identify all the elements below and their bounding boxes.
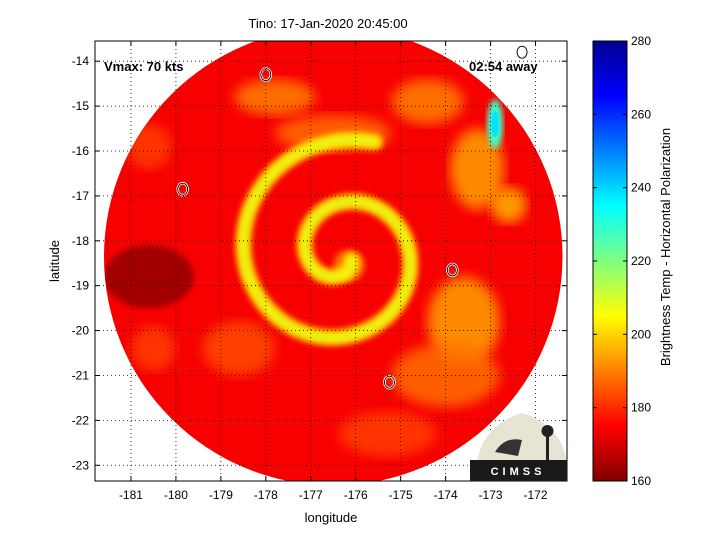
cold-spot-core [491,110,499,138]
x-tick-label-6: -175 [389,488,413,502]
cb-tick-label-5: 260 [631,107,651,121]
logo-text: CIMSS [491,466,546,478]
island-outline-2 [446,263,458,277]
cloud-blob-0 [234,79,316,116]
y-tick-label-6: -20 [72,324,90,338]
y-tick-label-2: -16 [72,144,90,158]
cb-tick-label-6: 280 [631,34,651,48]
island-outline-3 [383,375,395,389]
x-tick-label-8: -173 [479,488,503,502]
x-tick-label-1: -180 [164,488,188,502]
x-tick-label-7: -174 [434,488,458,502]
cb-tick-label-1: 180 [631,401,651,415]
island-outline-4 [516,45,528,59]
cb-tick-label-2: 200 [631,327,651,341]
cb-tick-label-4: 240 [631,181,651,195]
x-tick-label-9: -172 [524,488,548,502]
y-tick-label-9: -23 [72,458,90,472]
y-tick-label-8: -22 [72,413,90,427]
plot-area [95,41,567,481]
y-tick-label-7: -21 [72,368,90,382]
x-tick-label-5: -176 [344,488,368,502]
y-axis-label: latitude [47,240,62,282]
x-tick-label-2: -179 [209,488,233,502]
cb-tick-label-3: 220 [631,254,651,268]
logo-dish-icon [495,439,522,456]
y-tick-label-4: -18 [72,234,90,248]
x-tick-label-4: -177 [299,488,323,502]
logo-tower-icon [546,435,549,460]
cloud-blob-5 [391,344,500,407]
colorbar-label: Brightness Temp - Horizontal Polarizatio… [658,128,673,366]
cloud-blob-10 [490,186,527,223]
y-tick-label-3: -17 [72,189,90,203]
axis-ticks: -181 -180 -179 -178 -177 -176 -175 -174 -173 -172… [72,41,567,502]
y-tick-label-5: -19 [72,279,90,293]
grid-lines [95,41,567,481]
x-tick-label-3: -178 [254,488,278,502]
x-tick-label-0: -181 [119,488,143,502]
chart-title: Tino: 17-Jan-2020 20:45:00 [248,16,407,31]
cloud-blob-2 [391,79,464,125]
cloud-blob-6 [202,321,275,376]
island-outline-0 [177,182,189,196]
cloud-blob-7 [337,411,437,457]
colorbar: 160 180 200 220 240 260 280 Brightness Temp - … [592,34,673,488]
colorbar-ticks: 160 180 200 220 240 260 280 [593,34,651,488]
vmax-annotation: Vmax: 70 kts [104,59,184,74]
swath-image [103,41,563,481]
spiral-band-core [240,136,414,341]
warm-pool [103,245,194,309]
y-tick-label-1: -15 [72,99,90,113]
cimss-logo: CIMSS [470,413,567,481]
axes-frame [94,40,568,482]
colorbar-gradient [592,40,628,482]
y-tick-label-0: -14 [72,54,90,68]
cloud-blob-9 [130,326,176,371]
island-outline-1 [260,68,272,82]
x-axis-label: longitude [305,510,358,525]
time-away-annotation: 02:54 away [469,59,538,74]
cb-tick-label-0: 160 [631,474,651,488]
